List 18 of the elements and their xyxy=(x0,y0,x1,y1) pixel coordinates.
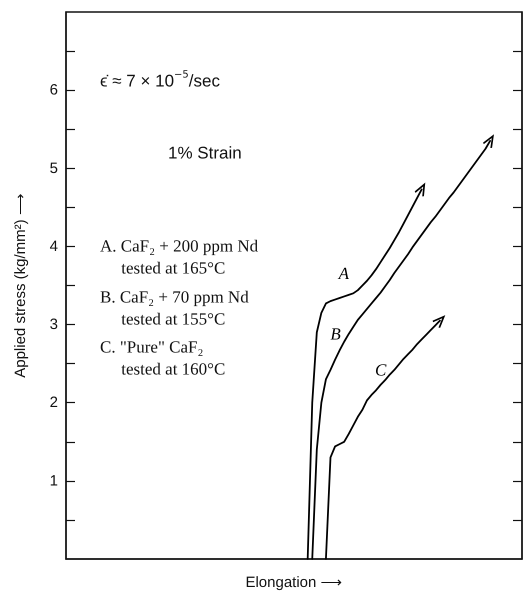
point xyxy=(414,184,426,198)
series-label: C xyxy=(374,360,387,380)
annotation: B. CaF₂ + 70 ppm Nd tested at 155°C xyxy=(100,288,250,328)
y-axis-title: Applied stress (kg/mm²) ⟶ xyxy=(12,193,29,378)
y-tick-label: 1 xyxy=(50,472,58,490)
point xyxy=(432,316,445,329)
y-tick-label: 2 xyxy=(50,394,58,412)
annotation: C. "Pure" CaF₂ tested at 160°C xyxy=(100,338,226,378)
annotation: 1% Strain xyxy=(168,144,242,162)
annotation: A. CaF₂ + 200 ppm Nd tested at 165°C xyxy=(100,236,259,278)
y-tick-label: 6 xyxy=(50,82,58,99)
y-tick-label: 3 xyxy=(50,316,58,334)
y-tick-label: 4 xyxy=(50,238,58,255)
series-label: A xyxy=(338,264,350,284)
point xyxy=(482,135,494,149)
y-tick-label: 5 xyxy=(50,160,58,177)
x-axis-title: Elongation ⟶ xyxy=(245,574,343,591)
series-label: B xyxy=(330,324,342,344)
